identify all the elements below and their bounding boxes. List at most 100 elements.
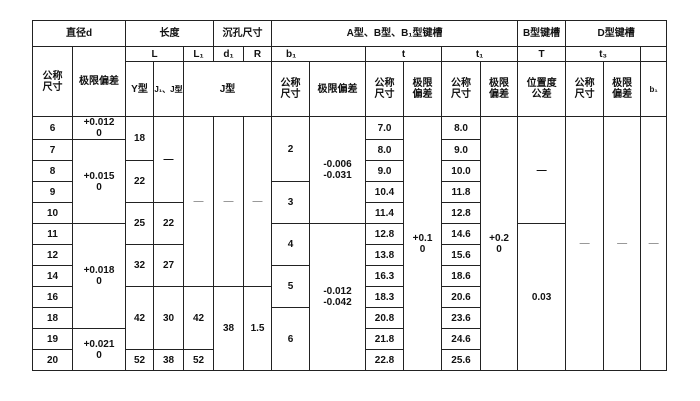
t3-nominal: — <box>565 116 605 371</box>
t1-nominal: 11.8 <box>441 181 482 203</box>
d-deviation: +0.012 0 <box>71 116 127 140</box>
header-y-type: Y型 <box>125 61 155 117</box>
t1-nominal: 15.6 <box>441 244 482 266</box>
d-nominal: 14 <box>32 265 73 287</box>
header-row-2: 公称尺寸 极限偏差 L L₁ d₁ R b₁ t t₁ T t₃ <box>32 46 668 117</box>
header-j1-j-type: J₁、J型 <box>153 61 185 117</box>
header-d-keyway: D型键槽 <box>565 20 668 47</box>
header-t: t <box>365 46 443 62</box>
t1-nominal: 18.6 <box>441 265 482 287</box>
d-deviation: +0.015 0 <box>71 139 127 224</box>
t3-deviation: — <box>603 116 642 371</box>
t1-deviation: +0.2 0 <box>480 116 519 371</box>
header-d-nominal: 公称尺寸 <box>32 46 73 117</box>
t-nominal: 20.8 <box>365 307 405 329</box>
header-t3-nominal: 公称尺寸 <box>565 61 605 117</box>
header-b1-d: b₁ <box>640 61 668 117</box>
header-diameter: 直径d <box>31 20 127 47</box>
l1: 52 <box>183 349 215 371</box>
b1-d: — <box>640 116 668 371</box>
table-row: 20 52 38 52 22.8 25.6 <box>32 349 667 371</box>
t1-nominal: 14.6 <box>441 223 482 245</box>
header-L: L <box>125 46 185 62</box>
t1-nominal: 23.6 <box>441 307 482 329</box>
t1-nominal: 20.6 <box>441 286 482 308</box>
t1-nominal: 10.0 <box>441 160 482 182</box>
t-nominal: 11.4 <box>365 202 405 224</box>
d-nominal: 10 <box>32 202 73 224</box>
t-nominal: 8.0 <box>365 139 405 161</box>
header-b1-nominal: 公称尺寸 <box>271 61 311 117</box>
b1-nominal: 3 <box>271 181 311 224</box>
header-b-keyway: B型键槽 <box>517 20 567 47</box>
header-d1: d₁ <box>213 46 245 62</box>
b1-deviation: -0.012 -0.042 <box>309 223 367 371</box>
t1-nominal: 24.6 <box>441 328 482 350</box>
l-y: 52 <box>125 349 155 371</box>
l-j: 38 <box>153 349 185 371</box>
l-y: 18 <box>125 116 155 161</box>
header-ab-keyway: A型、B型、B₁型键槽 <box>271 20 519 47</box>
header-d-deviation: 极限偏差 <box>71 46 127 117</box>
d-deviation: +0.018 0 <box>71 223 127 329</box>
l-j: 27 <box>153 244 185 287</box>
l-y: 42 <box>125 286 155 350</box>
header-t1-deviation: 极限偏差 <box>480 61 519 117</box>
r: 1.5 <box>243 286 273 371</box>
table-row: 16 42 30 42 38 1.5 18.3 20.6 <box>32 286 667 371</box>
d-nominal: 8 <box>32 160 73 182</box>
t-nominal: 7.0 <box>365 116 405 140</box>
position-tolerance: 0.03 <box>517 223 567 371</box>
d-nominal: 16 <box>32 286 73 308</box>
t-nominal: 9.0 <box>365 160 405 182</box>
header-position-tolerance: 位置度公差 <box>517 61 567 117</box>
header-b1-deviation: 极限偏差 <box>309 61 367 117</box>
t1-nominal: 9.0 <box>441 139 482 161</box>
header-empty <box>640 46 668 62</box>
t-nominal: 13.8 <box>365 244 405 266</box>
b1-nominal: 2 <box>271 116 311 182</box>
d-nominal: 9 <box>32 181 73 203</box>
header-t-nominal: 公称尺寸 <box>365 61 405 117</box>
d1: 38 <box>213 286 245 371</box>
header-b1: b₁ <box>271 46 367 62</box>
header-t-deviation: 极限偏差 <box>403 61 443 117</box>
table-row: 10 25 22 11.4 12.8 <box>32 202 667 245</box>
t-nominal: 18.3 <box>365 286 405 308</box>
l-j: — <box>153 116 185 203</box>
header-row-3: Y型 J₁、J型 J型 公称尺寸 极限偏差 公称尺寸 极限偏差 公称尺寸 极限偏… <box>33 61 668 117</box>
b1-nominal: 4 <box>271 223 311 266</box>
position-tolerance: — <box>517 116 567 224</box>
d-nominal: 19 <box>32 328 73 350</box>
d-nominal: 20 <box>32 349 73 371</box>
b1-deviation: -0.006 -0.031 <box>309 116 367 224</box>
l-y: 32 <box>125 244 155 287</box>
header-T: T <box>517 46 567 62</box>
header-t3: t₃ <box>565 46 642 62</box>
d-nominal: 6 <box>32 116 73 140</box>
header-t1-nominal: 公称尺寸 <box>441 61 482 117</box>
l-y: 25 <box>125 202 155 245</box>
t-nominal: 21.8 <box>365 328 405 350</box>
d-nominal: 7 <box>32 139 73 161</box>
header-length: 长度 <box>125 20 215 47</box>
header-t1: t₁ <box>441 46 519 62</box>
d-nominal: 11 <box>32 223 73 245</box>
table-row: 6 +0.012 0 18 — — — — 2 -0.006 -0.031 7.… <box>32 116 668 371</box>
t1-nominal: 25.6 <box>441 349 482 371</box>
table-row: 12 32 27 13.8 15.6 <box>32 244 667 287</box>
t1-nominal: 8.0 <box>441 116 482 140</box>
l-y: 22 <box>125 160 155 203</box>
b1-nominal: 6 <box>271 307 311 371</box>
l1: — <box>183 116 215 287</box>
t-nominal: 16.3 <box>365 265 405 287</box>
d-nominal: 18 <box>32 307 73 329</box>
t-deviation: +0.1 0 <box>403 116 443 371</box>
r: — <box>243 116 273 287</box>
d-deviation: +0.021 0 <box>71 328 127 371</box>
header-j-type: J型 <box>183 61 273 117</box>
table-row: 8 22 9.0 10.0 <box>32 160 667 203</box>
l-j: 30 <box>153 286 185 350</box>
d1: — <box>213 116 245 287</box>
header-R: R <box>243 46 273 62</box>
